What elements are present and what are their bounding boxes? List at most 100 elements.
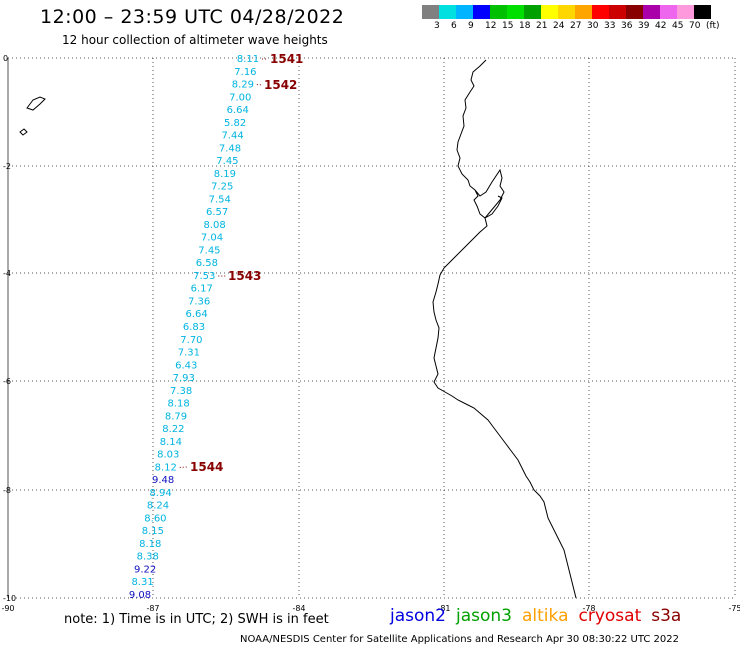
y-tick-label: -8	[3, 486, 11, 495]
map-subtitle: 12 hour collection of altimeter wave hei…	[62, 33, 328, 47]
wave-height-value: 8.19	[214, 169, 236, 180]
x-tick-label: -84	[292, 604, 305, 613]
colorbar-swatch	[439, 5, 456, 19]
wave-height-value: 8.22	[162, 424, 184, 435]
y-tick-label: -2	[3, 162, 11, 171]
satellite-legend: jason2 jason3 altika cryosat s3a	[390, 606, 691, 626]
colorbar-label: 36	[621, 21, 633, 31]
colorbar-label: 39	[638, 21, 650, 31]
map-title: 12:00 – 23:59 UTC 04/28/2022	[40, 6, 345, 28]
wave-height-value: 9.48	[152, 475, 174, 486]
wave-height-value: 7.31	[178, 348, 200, 359]
wave-height-value: 5.82	[224, 118, 246, 129]
wave-height-value: 8.31	[131, 577, 153, 588]
wave-height-value: 7.00	[229, 92, 251, 103]
colorbar-swatch	[507, 5, 524, 19]
wave-height-value: 7.45	[216, 156, 238, 167]
wave-height-value: 8.29	[232, 80, 254, 91]
wave-height-value: 8.08	[203, 220, 225, 231]
altimeter-track: 8.11 7.16 8.297.00 6.64 5.82 7.447.48 7.45 8.19…	[129, 52, 304, 601]
wave-height-value: 7.54	[209, 194, 231, 205]
wave-height-value: 7.25	[211, 182, 233, 193]
wave-height-value: 7.93	[173, 373, 195, 384]
map-grid: -90 -87 -84 -81 -78 -75 0 -2 -4 -6 -8 -10	[1, 54, 740, 613]
wave-height-value: 6.64	[185, 309, 207, 320]
wave-height-value: 6.57	[206, 207, 228, 218]
wave-height-value: 6.17	[191, 284, 213, 295]
wave-height-value: 9.22	[134, 564, 156, 575]
wave-height-value: 8.12	[155, 462, 177, 473]
colorbar-label: 70	[689, 21, 701, 31]
wave-height-value: 8.94	[149, 488, 171, 499]
satellite-legend-item: cryosat	[578, 606, 642, 626]
colorbar-swatch	[660, 5, 677, 19]
colorbar-label: 15	[502, 21, 514, 31]
satellite-legend-item: altika	[522, 606, 569, 626]
colorbar-swatch	[694, 5, 711, 19]
wave-height-value: 8.24	[147, 501, 169, 512]
y-tick-label: 0	[3, 54, 8, 63]
wave-height-value: 7.44	[221, 131, 243, 142]
wave-height-value: 8.38	[137, 552, 159, 563]
colorbar-swatch	[626, 5, 643, 19]
colorbar-label: 18	[519, 21, 531, 31]
x-tick-label: -81	[437, 604, 450, 613]
track-number-label: 1541	[270, 52, 303, 66]
x-tick-label: -75	[728, 604, 740, 613]
x-tick-label: -87	[146, 604, 159, 613]
y-tick-label: -6	[3, 377, 11, 386]
y-tick-label: -4	[3, 269, 11, 278]
wave-height-value: 7.04	[201, 233, 223, 244]
coastline	[432, 59, 577, 599]
wave-height-colorbar	[422, 5, 711, 19]
credit-footer: NOAA/NESDIS Center for Satellite Applica…	[240, 634, 679, 645]
wave-height-value: 9.08	[129, 590, 151, 601]
wave-height-value: 8.60	[144, 513, 166, 524]
wave-height-value: 8.15	[142, 526, 164, 537]
wave-height-value: 8.11	[237, 54, 259, 65]
wave-height-value: 8.03	[157, 450, 179, 461]
track-number-label: 1543	[228, 269, 261, 283]
wave-height-value: 8.79	[165, 411, 187, 422]
colorbar-label: 12	[485, 21, 497, 31]
wave-height-value: 8.18	[139, 539, 161, 550]
colorbar-label: 30	[587, 21, 599, 31]
x-tick-label: -90	[1, 604, 14, 613]
colorbar-label: 21	[536, 21, 548, 31]
colorbar-label: 24	[553, 21, 565, 31]
wave-height-value: 7.53	[193, 271, 215, 282]
wave-height-value: 6.83	[183, 322, 205, 333]
y-tick-label: -10	[3, 594, 16, 603]
colorbar-swatch	[592, 5, 609, 19]
wave-height-value: 7.36	[188, 296, 210, 307]
wave-height-value: 8.18	[167, 399, 189, 410]
colorbar-swatch	[677, 5, 694, 19]
colorbar-swatch	[558, 5, 575, 19]
colorbar-swatch	[524, 5, 541, 19]
colorbar-label: (ft)	[706, 21, 720, 31]
wave-height-value: 8.14	[160, 437, 182, 448]
colorbar-label: 33	[604, 21, 616, 31]
track-number-label: 1542	[264, 78, 297, 92]
colorbar-swatch	[643, 5, 660, 19]
colorbar-label: 6	[451, 21, 457, 31]
colorbar-swatch	[422, 5, 439, 19]
wave-height-value: 6.58	[196, 258, 218, 269]
galapagos-island-1	[26, 96, 46, 111]
wave-height-value: 6.64	[227, 105, 249, 116]
wave-height-value: 7.38	[170, 386, 192, 397]
satellite-legend-item: s3a	[651, 606, 682, 626]
colorbar-swatch	[609, 5, 626, 19]
wave-height-value: 6.43	[175, 360, 197, 371]
wave-height-value: 7.70	[180, 335, 202, 346]
track-number-label: 1544	[190, 460, 223, 474]
colorbar-swatch	[575, 5, 592, 19]
wave-height-value: 7.45	[198, 245, 220, 256]
colorbar-label: 3	[434, 21, 440, 31]
colorbar-swatch	[456, 5, 473, 19]
x-tick-label: -78	[582, 604, 595, 613]
colorbar-label: 45	[672, 21, 684, 31]
colorbar-swatch	[490, 5, 507, 19]
wave-height-value: 7.16	[234, 67, 256, 78]
